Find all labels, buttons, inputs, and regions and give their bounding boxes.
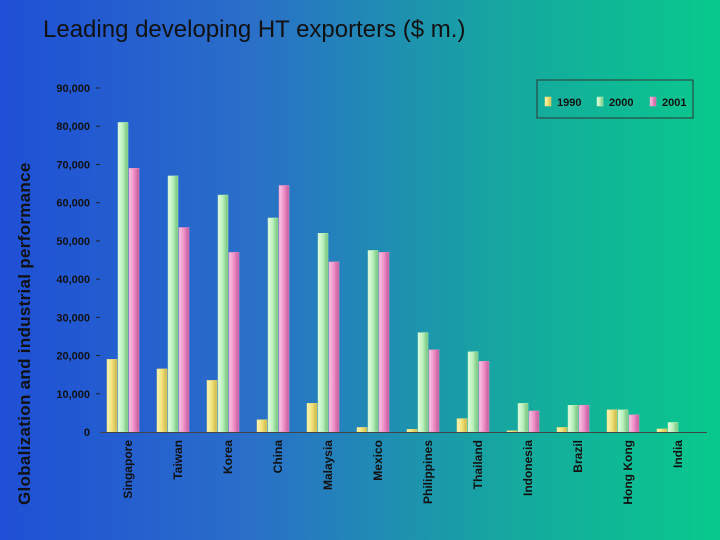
bar-2000 xyxy=(567,404,579,433)
x-category-label: Indonesia xyxy=(521,440,535,496)
y-tick-label: 20,000 xyxy=(56,351,90,363)
bar-2000 xyxy=(217,194,229,433)
x-category-label: Philippines xyxy=(421,440,435,504)
bar-2001 xyxy=(178,227,190,433)
legend-swatch-2001 xyxy=(649,96,657,107)
bar-2000 xyxy=(667,422,679,433)
bar-2000 xyxy=(617,409,629,433)
bar-2000 xyxy=(517,403,529,433)
bar-1990 xyxy=(206,380,218,433)
bar-2001 xyxy=(528,410,540,433)
x-category-label: Hong Kong xyxy=(621,440,635,505)
bar-1990 xyxy=(656,428,668,433)
legend-label: 2001 xyxy=(662,97,686,109)
x-category-label: Singapore xyxy=(121,440,135,499)
y-tick-label: 80,000 xyxy=(56,121,90,133)
legend-label: 2000 xyxy=(609,97,633,109)
x-axis: Singapore Taiwan Korea China Malaysia Mexico P… xyxy=(100,432,707,505)
bar-2001 xyxy=(278,185,290,433)
x-category-label: Korea xyxy=(221,440,235,474)
bar-2000 xyxy=(417,332,429,433)
bar-1990 xyxy=(406,429,418,433)
x-category-label: Mexico xyxy=(371,440,385,481)
legend: 1990 2000 2001 xyxy=(536,79,694,119)
x-category-label: China xyxy=(271,440,285,474)
bar-2001 xyxy=(478,361,490,433)
bar-1990 xyxy=(156,368,168,433)
y-tick-label: 50,000 xyxy=(56,236,90,248)
y-axis: 0 10,000 20,000 30,000 40,000 50,000 60,000 70,… xyxy=(56,83,100,439)
bar-1990 xyxy=(106,359,118,433)
slide-title: Leading developing HT exporters ($ m.) xyxy=(43,16,466,43)
x-category-label: India xyxy=(671,440,685,468)
y-tick-label: 70,000 xyxy=(56,159,90,171)
x-category-label: Brazil xyxy=(571,440,585,473)
bar-2001 xyxy=(128,168,140,433)
bar-1990 xyxy=(606,409,618,433)
legend-label: 1990 xyxy=(557,97,581,109)
bar-2001 xyxy=(378,252,390,433)
y-tick-label: 60,000 xyxy=(56,198,90,210)
bar-2000 xyxy=(117,122,129,433)
bar-2001 xyxy=(328,261,340,433)
x-category-label: Malaysia xyxy=(321,440,335,490)
x-category-label: Thailand xyxy=(471,440,485,489)
bar-1990 xyxy=(506,430,518,433)
bar-1990 xyxy=(556,427,568,433)
bar-1990 xyxy=(356,427,368,433)
y-tick-label: 10,000 xyxy=(56,389,90,401)
x-category-label: Taiwan xyxy=(171,440,185,480)
bar-1990 xyxy=(256,419,268,433)
bar-2000 xyxy=(267,217,279,433)
y-tick-label: 0 xyxy=(84,427,90,439)
bar-2001 xyxy=(578,404,590,433)
y-tick-label: 30,000 xyxy=(56,312,90,324)
bar-2000 xyxy=(317,232,329,433)
bar-2001 xyxy=(428,349,440,433)
bar-2000 xyxy=(467,351,479,433)
y-tick-label: 40,000 xyxy=(56,274,90,286)
bars xyxy=(106,122,679,433)
bar-1990 xyxy=(306,403,318,433)
legend-swatch-2000 xyxy=(596,96,604,107)
legend-box xyxy=(536,79,694,119)
bar-2000 xyxy=(367,250,379,433)
y-tick-label: 90,000 xyxy=(56,83,90,95)
bar-2001 xyxy=(628,414,640,433)
bar-2000 xyxy=(167,175,179,433)
bar-1990 xyxy=(456,418,468,433)
bar-2001 xyxy=(228,252,240,433)
legend-swatch-1990 xyxy=(544,96,552,107)
